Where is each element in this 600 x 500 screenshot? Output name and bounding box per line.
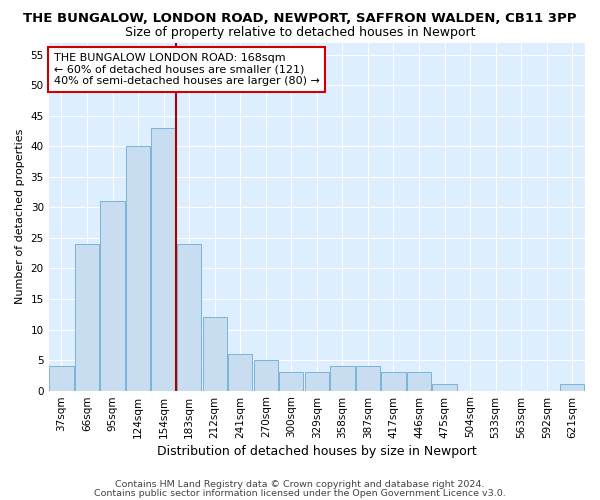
Bar <box>356 366 380 390</box>
Bar <box>254 360 278 390</box>
Bar <box>433 384 457 390</box>
Text: THE BUNGALOW, LONDON ROAD, NEWPORT, SAFFRON WALDEN, CB11 3PP: THE BUNGALOW, LONDON ROAD, NEWPORT, SAFF… <box>23 12 577 26</box>
Text: Contains public sector information licensed under the Open Government Licence v3: Contains public sector information licen… <box>94 489 506 498</box>
Text: Contains HM Land Registry data © Crown copyright and database right 2024.: Contains HM Land Registry data © Crown c… <box>115 480 485 489</box>
Bar <box>177 244 201 390</box>
Bar <box>126 146 150 390</box>
Bar <box>100 202 125 390</box>
Bar <box>382 372 406 390</box>
Bar <box>75 244 99 390</box>
Y-axis label: Number of detached properties: Number of detached properties <box>15 129 25 304</box>
Bar <box>49 366 74 390</box>
Bar <box>560 384 584 390</box>
Bar <box>151 128 176 390</box>
Bar <box>279 372 304 390</box>
Bar <box>330 366 355 390</box>
Text: THE BUNGALOW LONDON ROAD: 168sqm
← 60% of detached houses are smaller (121)
40% : THE BUNGALOW LONDON ROAD: 168sqm ← 60% o… <box>54 53 320 86</box>
Text: Size of property relative to detached houses in Newport: Size of property relative to detached ho… <box>125 26 475 39</box>
Bar <box>228 354 253 391</box>
X-axis label: Distribution of detached houses by size in Newport: Distribution of detached houses by size … <box>157 444 477 458</box>
Bar <box>203 318 227 390</box>
Bar <box>305 372 329 390</box>
Bar <box>407 372 431 390</box>
